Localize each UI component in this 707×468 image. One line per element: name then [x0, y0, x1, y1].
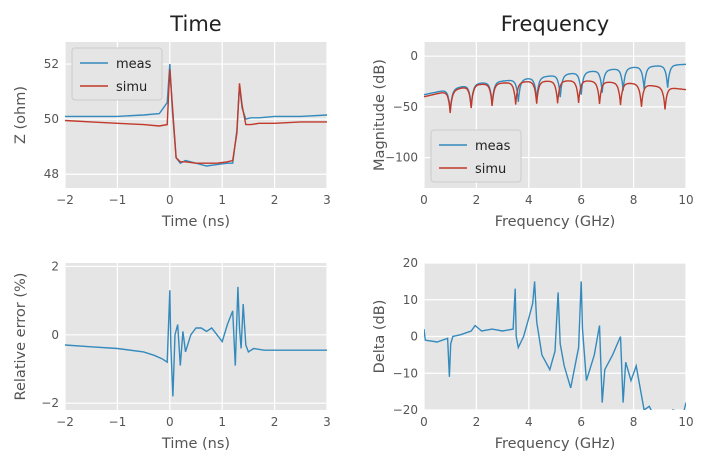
- y-tick-label: 10: [403, 293, 418, 307]
- x-tick-label: 6: [577, 415, 585, 429]
- x-axis-label: Time (ns): [161, 214, 230, 230]
- x-tick-label: −1: [109, 415, 127, 429]
- y-tick-label: −100: [385, 151, 418, 165]
- y-axis-label: Relative error (%): [13, 273, 29, 401]
- series-line-simu: [424, 80, 686, 114]
- legend-label-simu: simu: [116, 80, 147, 95]
- x-axis-label: Frequency (GHz): [495, 214, 616, 230]
- x-tick-label: 4: [525, 193, 533, 207]
- axes-relative-error: −2 −1 0 1 2 3 2 0 −2 Time (ns) Relative error (%): [13, 259, 331, 452]
- y-tick-label: 2: [51, 259, 59, 273]
- legend-label-meas: meas: [475, 139, 511, 154]
- x-tick-label: 2: [271, 193, 279, 207]
- x-tick-label: 1: [218, 415, 226, 429]
- axes-time: −2 −1 0 1 2 3 48 50 52 Time Time (ns) Z (ohm) meas si…: [13, 12, 331, 230]
- y-tick-label: 0: [410, 49, 418, 63]
- y-tick-label: 20: [403, 256, 418, 270]
- chart-title: Time: [169, 12, 221, 36]
- chart-title: Frequency: [501, 12, 610, 36]
- y-tick-label: −10: [393, 366, 418, 380]
- y-tick-label: −50: [393, 100, 418, 114]
- x-tick-label: 10: [678, 415, 693, 429]
- x-tick-label: 8: [630, 193, 638, 207]
- x-tick-label: −2: [56, 415, 74, 429]
- y-tick-label: 50: [44, 112, 59, 126]
- x-axis-label: Time (ns): [161, 436, 230, 452]
- x-tick-label: 2: [473, 193, 481, 207]
- y-axis-label: Z (ohm): [13, 86, 29, 144]
- y-axis-label: Magnitude (dB): [372, 59, 388, 171]
- x-tick-label: −2: [56, 193, 74, 207]
- legend-label-meas: meas: [116, 57, 152, 72]
- x-tick-label: 3: [323, 193, 331, 207]
- legend-label-simu: simu: [475, 162, 506, 177]
- axes-frequency: 0 2 4 6 8 10 0 −50 −100 Frequency Frequency (GHz) M…: [372, 12, 694, 230]
- x-axis-label: Frequency (GHz): [495, 436, 616, 452]
- x-tick-label: 0: [166, 415, 174, 429]
- x-tick-label: 10: [678, 193, 693, 207]
- series-line-simu: [65, 69, 327, 164]
- x-tick-label: 8: [630, 415, 638, 429]
- x-tick-label: 0: [166, 193, 174, 207]
- series-line-meas: [65, 63, 327, 167]
- legend: meas simu: [71, 47, 163, 101]
- y-tick-label: −20: [393, 403, 418, 417]
- x-tick-label: 6: [577, 193, 585, 207]
- y-tick-label: 0: [410, 330, 418, 344]
- x-tick-label: −1: [109, 193, 127, 207]
- x-tick-label: 2: [271, 415, 279, 429]
- legend: meas simu: [430, 129, 522, 183]
- y-axis-label: Delta (dB): [372, 300, 388, 374]
- y-tick-label: 52: [44, 57, 59, 71]
- y-tick-label: 0: [51, 328, 59, 342]
- x-tick-label: 1: [218, 193, 226, 207]
- axes-delta: 0 2 4 6 8 10 20 10 0 −10 −20 Frequency (GHz) Delta (…: [372, 256, 694, 452]
- x-tick-label: 3: [323, 415, 331, 429]
- plot-area: [65, 263, 327, 410]
- series-line-data: [424, 281, 686, 410]
- x-tick-label: 2: [473, 415, 481, 429]
- x-tick-label: 0: [420, 193, 428, 207]
- series-line-data: [65, 286, 327, 397]
- y-tick-label: 48: [44, 167, 59, 181]
- x-tick-label: 0: [420, 415, 428, 429]
- y-tick-label: −2: [41, 396, 59, 410]
- x-tick-label: 4: [525, 415, 533, 429]
